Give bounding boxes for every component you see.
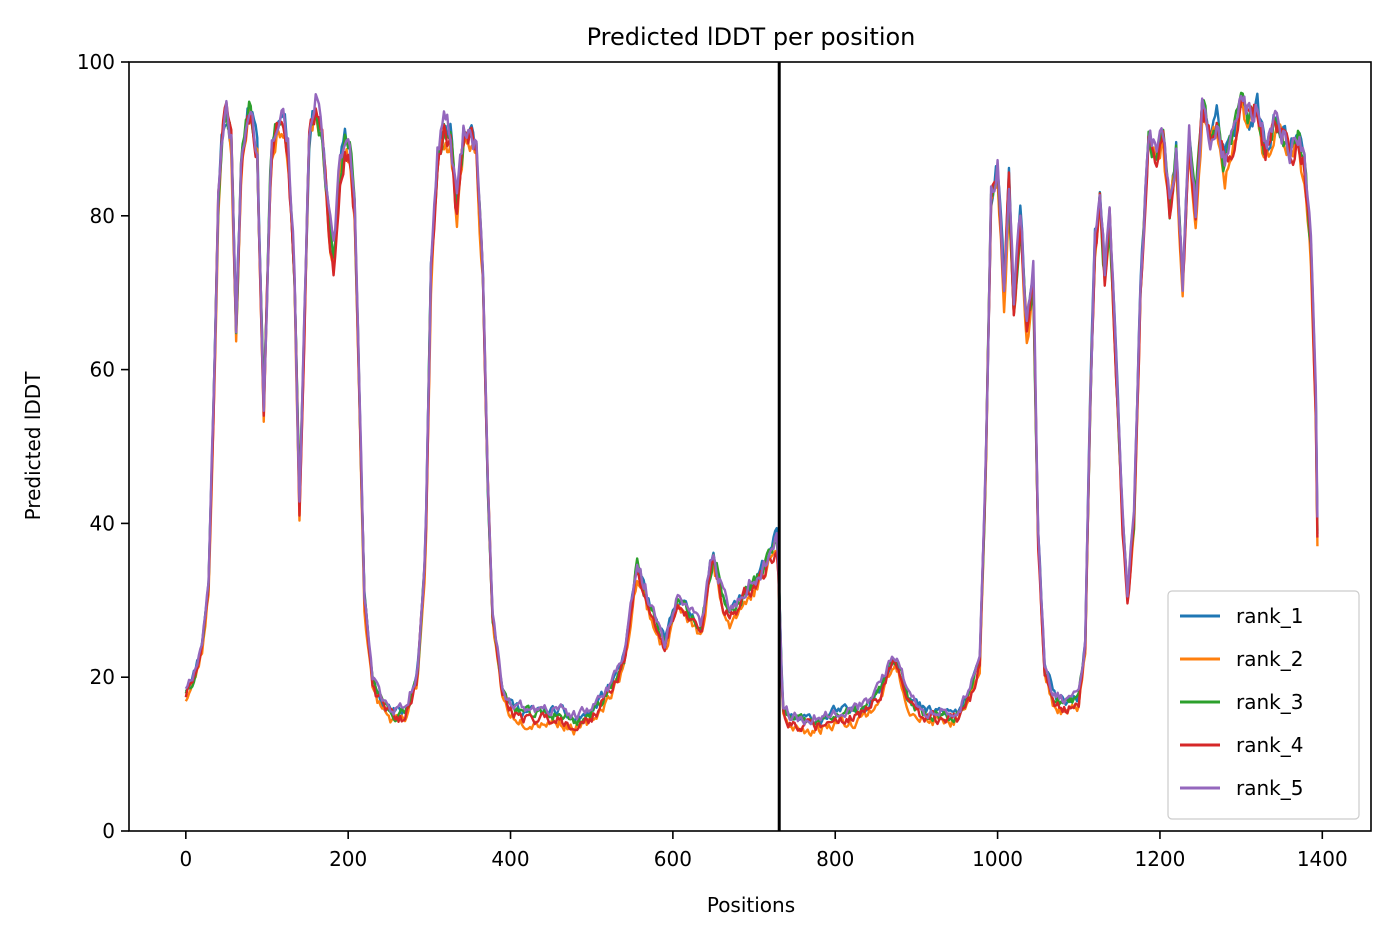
y-axis-ticks: 0 20 40 60 80 100 xyxy=(77,50,129,843)
y-tick-label: 20 xyxy=(90,665,115,689)
legend-label-rank_4: rank_4 xyxy=(1236,733,1303,757)
y-tick-label: 100 xyxy=(77,50,115,74)
plot-frame xyxy=(128,61,1372,832)
series-layer xyxy=(184,91,1319,737)
legend-label-rank_5: rank_5 xyxy=(1236,776,1303,800)
x-tick-label: 1400 xyxy=(1297,847,1348,871)
series-line-rank_5 xyxy=(184,92,1319,726)
x-tick-label: 1200 xyxy=(1134,847,1185,871)
legend-box xyxy=(1167,590,1360,820)
x-tick-label: 1000 xyxy=(972,847,1023,871)
x-tick-label: 400 xyxy=(491,847,529,871)
y-tick-label: 80 xyxy=(90,204,115,228)
x-tick-label: 600 xyxy=(654,847,692,871)
y-tick-label: 40 xyxy=(90,511,115,535)
x-tick-label: 200 xyxy=(329,847,367,871)
x-axis-ticks: 0 200 400 600 800 1000 1200 1400 xyxy=(179,831,1348,871)
x-axis-label: Positions xyxy=(707,893,795,917)
x-tick-label: 800 xyxy=(816,847,854,871)
chart-title: Predicted lDDT per position xyxy=(587,23,916,51)
legend-label-rank_1: rank_1 xyxy=(1236,604,1303,628)
x-tick-label: 0 xyxy=(179,847,192,871)
y-axis-label: Predicted lDDT xyxy=(21,371,45,521)
legend-label-rank_3: rank_3 xyxy=(1236,690,1303,714)
y-tick-label: 0 xyxy=(102,819,115,843)
legend-label-rank_2: rank_2 xyxy=(1236,647,1303,671)
y-tick-label: 60 xyxy=(90,358,115,382)
legend: rank_1 rank_2 rank_3 rank_4 rank_5 xyxy=(1167,590,1360,820)
